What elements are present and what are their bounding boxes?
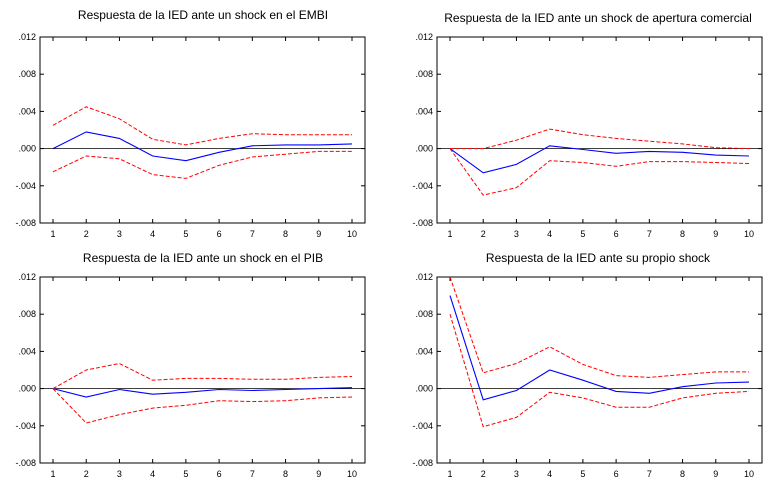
y-tick-label: -.004 [15, 181, 36, 191]
x-tick-label: 7 [250, 469, 255, 479]
x-tick-label: 2 [84, 469, 89, 479]
series-line-upper [449, 276, 749, 378]
panel-title: Respuesta de la IED ante un shock en el … [78, 8, 328, 22]
series-line-upper [450, 128, 750, 150]
y-tick-label: .004 [18, 346, 36, 356]
series-line-upper [52, 106, 352, 146]
x-tick-label: 9 [713, 469, 718, 479]
y-tick-label: -.004 [412, 421, 433, 431]
x-tick-label: 3 [117, 229, 122, 239]
x-tick-label: 3 [514, 469, 519, 479]
y-tick-label: .004 [415, 106, 433, 116]
series-line-response [52, 387, 353, 398]
x-tick-label: 6 [614, 229, 619, 239]
x-tick-label: 6 [614, 469, 619, 479]
irf-panel-2: Respuesta de la IED ante un shock de ape… [412, 11, 763, 239]
x-tick-label: 7 [647, 229, 652, 239]
x-tick-label: 1 [50, 469, 55, 479]
y-tick-label: .008 [415, 309, 433, 319]
series-line-response [449, 295, 750, 401]
series-line-lower [449, 148, 750, 196]
irf-panel-1: Respuesta de la IED ante un shock en el … [15, 8, 366, 239]
plot-frame [436, 36, 763, 224]
x-tick-label: 7 [250, 229, 255, 239]
y-tick-label: .008 [18, 309, 36, 319]
panel-title: Respuesta de la IED ante un shock en el … [83, 251, 323, 265]
x-tick-label: 9 [713, 229, 718, 239]
y-tick-label: .000 [415, 384, 433, 394]
y-tick-label: .004 [415, 346, 433, 356]
y-tick-label: -.008 [412, 218, 433, 228]
x-tick-label: 10 [347, 229, 357, 239]
x-tick-label: 4 [150, 229, 155, 239]
irf-panel-3: Respuesta de la IED ante un shock en el … [15, 251, 366, 479]
series-line-response [52, 131, 353, 162]
x-tick-label: 9 [316, 229, 321, 239]
x-tick-label: 4 [150, 469, 155, 479]
x-tick-label: 5 [183, 229, 188, 239]
y-tick-label: .012 [18, 32, 36, 42]
x-tick-label: 1 [50, 229, 55, 239]
irf-panel-4: Respuesta de la IED ante su propio shock… [412, 251, 763, 479]
x-tick-label: 3 [514, 229, 519, 239]
panel-title: Respuesta de la IED ante un shock de ape… [444, 11, 752, 25]
x-tick-label: 2 [84, 229, 89, 239]
x-tick-label: 2 [481, 229, 486, 239]
y-tick-label: -.008 [15, 218, 36, 228]
y-tick-label: .012 [415, 272, 433, 282]
plot-frame [39, 276, 366, 464]
y-tick-label: .000 [18, 144, 36, 154]
x-tick-label: 5 [183, 469, 188, 479]
x-tick-label: 6 [217, 469, 222, 479]
series-line-upper [52, 362, 353, 390]
y-tick-label: -.008 [412, 458, 433, 468]
panel-title: Respuesta de la IED ante su propio shock [486, 251, 711, 265]
series-line-response [449, 145, 750, 174]
x-tick-label: 9 [316, 469, 321, 479]
x-tick-label: 4 [547, 229, 552, 239]
y-tick-label: -.004 [15, 421, 36, 431]
series-line-lower [52, 388, 353, 424]
x-tick-label: 5 [580, 469, 585, 479]
y-tick-label: .008 [18, 69, 36, 79]
x-tick-label: 5 [580, 229, 585, 239]
y-tick-label: .000 [18, 384, 36, 394]
plot-frame [39, 36, 366, 224]
x-tick-label: 8 [680, 469, 685, 479]
y-tick-label: .012 [18, 272, 36, 282]
x-tick-label: 3 [117, 469, 122, 479]
y-tick-label: .000 [415, 144, 433, 154]
y-tick-label: -.008 [15, 458, 36, 468]
y-tick-label: -.004 [412, 181, 433, 191]
x-tick-label: 8 [680, 229, 685, 239]
y-tick-label: .012 [415, 32, 433, 42]
x-tick-label: 10 [744, 229, 754, 239]
x-tick-label: 6 [217, 229, 222, 239]
x-tick-label: 8 [283, 469, 288, 479]
y-tick-label: .004 [18, 106, 36, 116]
x-tick-label: 10 [744, 469, 754, 479]
x-tick-label: 1 [447, 469, 452, 479]
x-tick-label: 10 [347, 469, 357, 479]
plot-frame [436, 276, 763, 464]
x-tick-label: 4 [547, 469, 552, 479]
y-tick-label: .008 [415, 69, 433, 79]
x-tick-label: 7 [647, 469, 652, 479]
x-tick-label: 1 [447, 229, 452, 239]
series-line-lower [52, 150, 352, 179]
x-tick-label: 8 [283, 229, 288, 239]
series-line-lower [449, 314, 750, 428]
x-tick-label: 2 [481, 469, 486, 479]
